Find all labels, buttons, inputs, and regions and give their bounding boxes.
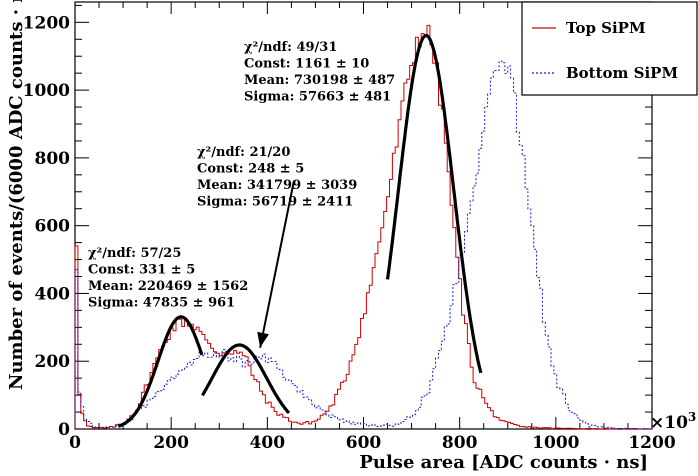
x-multiplier: ×103 (650, 410, 696, 433)
y-tick-label: 0 (58, 420, 70, 440)
fit-stats-line: Sigma: 57663 ± 481 (244, 90, 391, 105)
x-tick-label: 800 (442, 433, 478, 453)
y-tick-label: 800 (35, 149, 71, 169)
x-tick-label: 1000 (532, 433, 579, 453)
x-multiplier-exponent: 3 (688, 410, 696, 424)
y-tick-label: 400 (35, 284, 71, 304)
legend-label-top-sipm: Top SiPM (566, 19, 646, 37)
fit-stats-line: Const: 1161 ± 10 (244, 57, 369, 72)
fit-stats-line: χ²/ndf: 49/31 (244, 40, 337, 55)
legend: Top SiPM Bottom SiPM (521, 1, 698, 96)
fit-stats-line: Mean: 341799 ± 3039 (197, 178, 357, 193)
legend-box (521, 1, 698, 96)
fit-stats-line: χ²/ndf: 57/25 (88, 246, 181, 261)
x-tick-label: 200 (153, 433, 189, 453)
fit-stats-line: Mean: 730198 ± 487 (244, 73, 395, 88)
y-axis-title: Number of events/(6000 ADC counts · ns) (6, 0, 27, 390)
gaussian-fit-3 (385, 33, 483, 374)
fits-layer (117, 33, 483, 428)
gaussian-fit-2 (201, 343, 291, 415)
series-bottom-sipm (74, 60, 652, 430)
y-tick-label: 1000 (23, 81, 70, 101)
y-tick-label: 1200 (23, 13, 70, 33)
x-tick-label: 0 (69, 433, 81, 453)
fit-stats-line: Sigma: 56719 ± 2411 (197, 195, 353, 210)
x-tick-label: 400 (250, 433, 286, 453)
arrow-shaft (259, 181, 295, 348)
arrow-head (257, 331, 269, 348)
x-tick-label: 600 (346, 433, 382, 453)
fit-stats-line: Sigma: 47835 ± 961 (88, 296, 235, 311)
fit-stats-line: Const: 331 ± 5 (88, 263, 195, 278)
fit-stats-line: Mean: 220469 ± 1562 (88, 279, 248, 294)
legend-label-bottom-sipm: Bottom SiPM (566, 64, 678, 82)
axis-ticks: 0 200 400 600 800 1000 1200 0 200 400 600 800 1000 12… (23, 2, 676, 453)
series-layer (74, 24, 652, 430)
gaussian-fit-1 (117, 315, 204, 428)
fit-stats-line: Const: 248 ± 5 (197, 162, 304, 177)
fit-stats-line: χ²/ndf: 21/20 (197, 145, 290, 160)
annotation-arrow (257, 181, 295, 348)
x-tick-label: 1200 (628, 433, 675, 453)
y-tick-label: 200 (35, 352, 71, 372)
x-axis-title: Pulse area [ADC counts · ns] (359, 452, 648, 473)
y-tick-label: 600 (35, 217, 71, 237)
series-top-sipm (74, 24, 652, 430)
